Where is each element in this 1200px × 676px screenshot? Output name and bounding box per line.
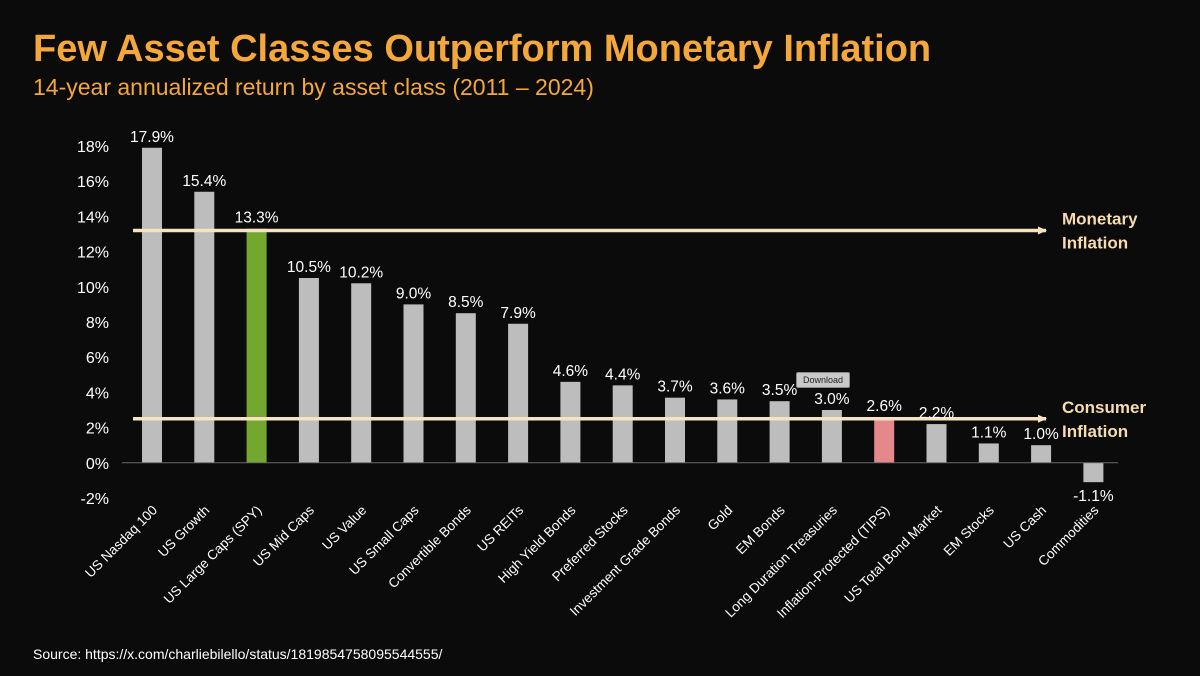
y-tick-label: 18% (77, 139, 109, 156)
data-label: 8.5% (448, 294, 484, 311)
download-button[interactable]: Download (796, 372, 850, 388)
y-axis: -2% 0% 2% 4% 6% 8% 10% 12% 14% 16% 18% (77, 139, 109, 508)
data-label: 7.9% (500, 305, 536, 322)
x-tick-label: US REITs (474, 502, 526, 554)
data-label: 9.0% (396, 285, 432, 302)
bar (142, 147, 162, 463)
x-tick-label: US Total Bond Market (841, 502, 944, 605)
bar (351, 283, 372, 463)
data-labels: 17.9% 15.4% 13.3% 10.5% 10.2% 9.0% 8.5% 7.9% 4.6… (130, 129, 1114, 505)
bar (403, 304, 424, 463)
data-label: 1.0% (1023, 426, 1059, 443)
x-tick-label: US Large Caps (SPY) (161, 503, 265, 607)
bar (612, 385, 633, 463)
x-tick-label: US Growth (155, 503, 212, 560)
data-label: 10.5% (287, 259, 331, 276)
x-tick-label: US Cash (1000, 503, 1049, 552)
reference-line-label: Consumer (1062, 398, 1146, 417)
bar (246, 228, 267, 463)
bar (560, 381, 581, 463)
bar (717, 399, 738, 463)
chart-title: Few Asset Classes Outperform Monetary In… (33, 28, 932, 70)
reference-line-label: Monetary (1062, 209, 1138, 228)
data-label: -1.1% (1073, 488, 1114, 505)
bar (926, 424, 947, 463)
y-tick-label: 10% (77, 280, 109, 297)
bar (194, 191, 215, 463)
data-label: 3.6% (710, 380, 746, 397)
data-label: 13.3% (235, 210, 279, 227)
bar (1083, 462, 1104, 483)
source-note: Source: https://x.com/charliebilello/sta… (33, 646, 443, 662)
y-tick-label: -2% (81, 491, 109, 508)
data-label: 2.6% (867, 398, 903, 415)
y-tick-label: 6% (86, 350, 109, 367)
y-tick-label: 12% (77, 245, 109, 262)
x-tick-label: EM Bonds (733, 502, 788, 557)
bar (298, 278, 319, 463)
y-tick-label: 14% (77, 209, 109, 226)
data-label: 4.6% (553, 363, 589, 380)
x-tick-label: US Nasdaq 100 (82, 503, 160, 581)
x-tick-label: EM Stocks (941, 502, 997, 558)
y-tick-label: 16% (77, 174, 109, 191)
bars (142, 147, 1104, 483)
data-label: 3.5% (762, 382, 798, 399)
bar (874, 417, 895, 463)
data-label: 15.4% (182, 173, 226, 190)
bar (1031, 445, 1052, 463)
data-label: 1.1% (971, 424, 1007, 441)
y-tick-label: 2% (86, 421, 109, 438)
bar (508, 323, 529, 463)
x-tick-label: Gold (705, 503, 736, 534)
data-label: 17.9% (130, 129, 174, 146)
bar (821, 410, 842, 463)
bar (769, 401, 790, 463)
data-label: 3.7% (657, 379, 693, 396)
y-tick-label: 4% (86, 385, 109, 402)
data-label: 2.2% (919, 405, 955, 422)
y-tick-label: 0% (86, 456, 109, 473)
bar (455, 313, 476, 463)
bar (978, 443, 999, 463)
reference-line-label: Inflation (1062, 422, 1128, 441)
reference-line-label: Inflation (1062, 233, 1128, 252)
bar (665, 397, 685, 463)
chart-subtitle: 14-year annualized return by asset class… (33, 74, 594, 100)
data-label: 10.2% (339, 264, 383, 281)
y-tick-label: 8% (86, 315, 109, 332)
reference-lines: Monetary Inflation Consumer Inflation (133, 209, 1146, 441)
x-tick-label: Investment Grade Bonds (567, 502, 683, 618)
data-label: 3.0% (814, 391, 850, 408)
x-tick-label: US Value (319, 503, 369, 553)
data-label: 4.4% (605, 366, 641, 383)
